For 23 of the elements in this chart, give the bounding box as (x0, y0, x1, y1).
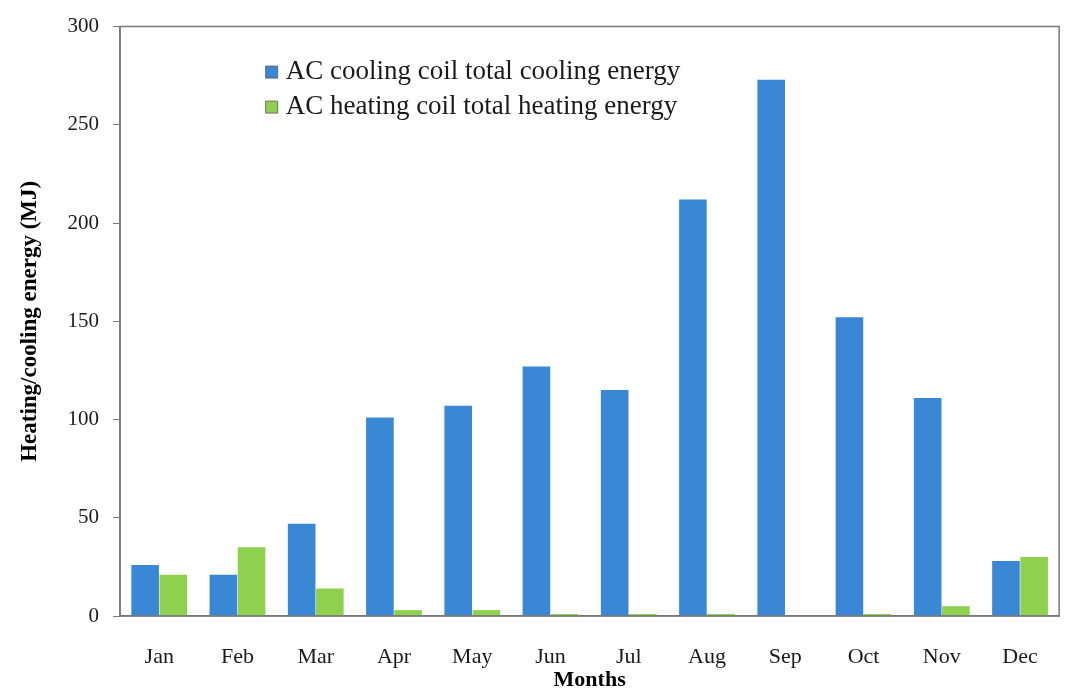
x-tick-label: Dec (1002, 642, 1038, 668)
y-tick-label: 100 (67, 406, 100, 431)
x-tick-label: Apr (376, 642, 412, 668)
y-tick-label: 300 (67, 13, 100, 38)
y-tick-label: 0 (88, 602, 100, 627)
x-tick-label: Nov (922, 642, 961, 668)
y-tick-label: 150 (67, 307, 100, 332)
x-tick-label: Jul (615, 642, 642, 668)
y-tick-label: 50 (78, 504, 100, 529)
x-tick-label: Feb (220, 642, 254, 668)
y-axis-title: Heating/cooling energy (MJ) (15, 180, 41, 462)
legend-label: AC heating coil total heating energy (285, 90, 678, 121)
y-tick-label: 250 (67, 111, 100, 136)
legend-label: AC cooling coil total cooling energy (285, 55, 681, 86)
x-tick-label: Oct (847, 642, 880, 668)
x-tick-label: May (452, 642, 493, 668)
x-tick-label: Sep (768, 642, 802, 668)
x-tick-label: Mar (297, 642, 335, 668)
y-tick-label: 200 (67, 209, 100, 234)
x-tick-label: Jan (144, 642, 174, 668)
x-tick-label: Jun (535, 642, 566, 668)
x-axis-title: Months (553, 665, 627, 691)
x-tick-label: Aug (688, 642, 726, 668)
